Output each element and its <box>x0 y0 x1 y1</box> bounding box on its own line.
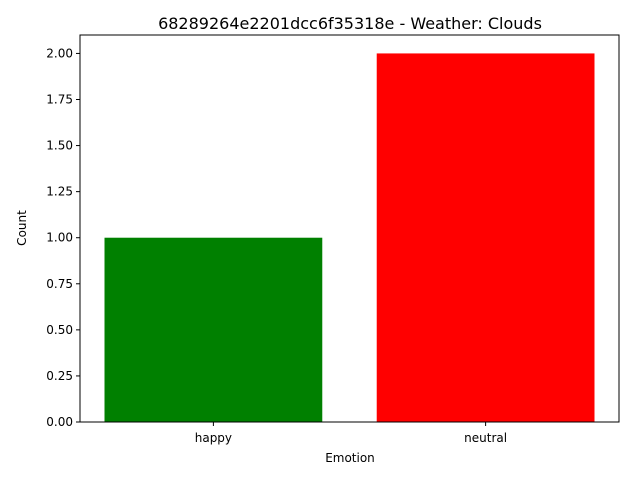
y-tick-label: 0.75 <box>46 277 73 291</box>
y-tick-label: 1.75 <box>46 93 73 107</box>
y-tick-label: 1.50 <box>46 139 73 153</box>
y-axis-ticks: 0.00 0.25 0.50 0.75 1.00 1.25 1.50 1.75 2.00 <box>46 46 80 429</box>
y-tick-label: 0.00 <box>46 415 73 429</box>
y-tick-label: 1.00 <box>46 231 73 245</box>
y-axis-label: Count <box>15 210 29 246</box>
plot-frame <box>79 34 620 423</box>
y-tick-label: 0.50 <box>46 323 73 337</box>
bar-neutral <box>376 53 595 423</box>
x-axis-ticks: happy neutral <box>195 422 507 445</box>
y-tick-label: 2.00 <box>46 46 73 60</box>
bar-happy <box>104 237 323 422</box>
y-tick-label: 0.25 <box>46 369 73 383</box>
y-tick-label: 1.25 <box>46 185 73 199</box>
x-tick-label: neutral <box>464 431 507 445</box>
x-axis-label: Emotion <box>325 451 375 465</box>
bars-group <box>104 53 595 423</box>
chart-title: 68289264e2201dcc6f35318e - Weather: Clou… <box>158 14 542 33</box>
x-tick-label: happy <box>195 431 232 445</box>
